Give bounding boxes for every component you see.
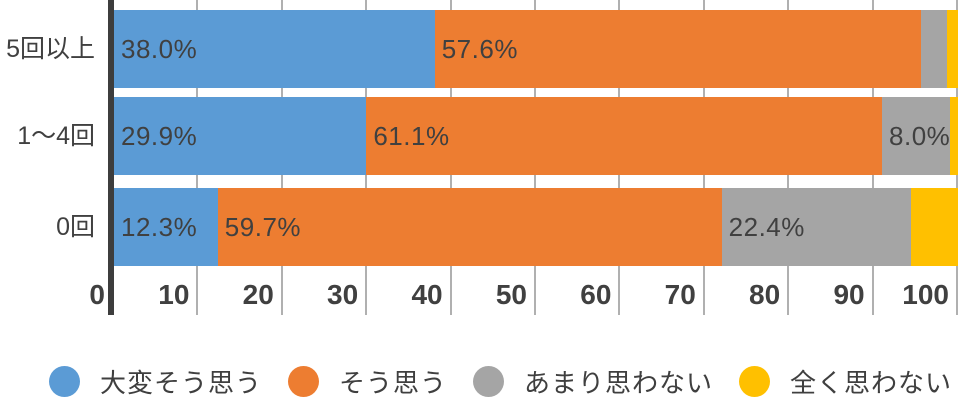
legend-color-dot-icon bbox=[48, 365, 80, 397]
bar-row-2: 12.3% 59.7% 22.4% bbox=[114, 188, 958, 266]
legend-label-2: あまり思わない bbox=[524, 367, 714, 398]
bar-segment-r2-s2: 22.4% bbox=[721, 188, 911, 266]
legend: 大変そう思う そう思う あまり思わない 全く思わない bbox=[40, 363, 961, 399]
legend-item-1: そう思う bbox=[287, 363, 447, 400]
x-tick-label-10: 10 bbox=[158, 279, 190, 310]
bar-value-label: 57.6% bbox=[441, 33, 518, 64]
bar-segment-r1-s0: 29.9% bbox=[114, 97, 367, 175]
bar-segment-r1-s3 bbox=[949, 97, 958, 175]
bar-segment-r1-s1: 61.1% bbox=[366, 97, 883, 175]
bar-row-1: 29.9% 61.1% 8.0% bbox=[114, 97, 958, 175]
legend-label-3: 全く思わない bbox=[790, 367, 953, 398]
y-axis-line bbox=[108, 0, 114, 315]
bar-value-label: 8.0% bbox=[889, 120, 951, 151]
x-tick-label-100: 100 bbox=[902, 279, 949, 310]
category-label-2: 0回 bbox=[56, 213, 95, 241]
category-label-1: 1〜4回 bbox=[17, 122, 95, 150]
legend-color-dot-icon bbox=[473, 365, 504, 397]
x-tick-label-80: 80 bbox=[749, 279, 781, 310]
bar-segment-r2-s1: 59.7% bbox=[217, 188, 722, 266]
x-tick-label-60: 60 bbox=[580, 279, 612, 310]
x-tick-label-0: 0 bbox=[89, 279, 105, 310]
bar-segment-r0-s0: 38.0% bbox=[114, 10, 435, 88]
legend-label-1: そう思う bbox=[338, 367, 447, 398]
x-tick-label-40: 40 bbox=[411, 279, 443, 310]
bar-segment-r2-s0: 12.3% bbox=[114, 188, 218, 266]
bar-value-label: 29.9% bbox=[121, 120, 198, 151]
x-tick-label-20: 20 bbox=[242, 279, 274, 310]
bar-value-label: 22.4% bbox=[728, 211, 805, 242]
bar-value-label: 38.0% bbox=[121, 33, 198, 64]
bar-row-0: 38.0% 57.6% bbox=[114, 10, 958, 88]
legend-item-2: あまり思わない bbox=[473, 363, 713, 400]
bar-segment-r2-s3 bbox=[910, 188, 958, 266]
legend-label-0: 大変そう思う bbox=[99, 367, 262, 398]
plot-area: 0 10 20 30 40 50 60 70 80 90 100 38.0% 57.6% 5回以上 29.9… bbox=[6, 0, 958, 315]
bar-value-label: 59.7% bbox=[224, 211, 302, 242]
x-tick-label-90: 90 bbox=[833, 279, 865, 310]
category-label-0: 5回以上 bbox=[6, 35, 95, 63]
legend-item-3: 全く思わない bbox=[739, 363, 952, 400]
x-tick-label-30: 30 bbox=[327, 279, 359, 310]
x-tick-label-50: 50 bbox=[495, 279, 527, 310]
bar-segment-r0-s1: 57.6% bbox=[434, 10, 921, 88]
legend-color-dot-icon bbox=[287, 365, 319, 397]
legend-color-dot-icon bbox=[739, 365, 771, 397]
legend-item-0: 大変そう思う bbox=[48, 363, 262, 400]
bar-value-label: 12.3% bbox=[121, 211, 198, 242]
bar-segment-r0-s3 bbox=[947, 10, 958, 88]
x-tick-label-70: 70 bbox=[664, 279, 696, 310]
bar-segment-r0-s2 bbox=[920, 10, 948, 88]
bar-value-label: 61.1% bbox=[373, 120, 450, 151]
bar-segment-r1-s2: 8.0% bbox=[882, 97, 950, 175]
